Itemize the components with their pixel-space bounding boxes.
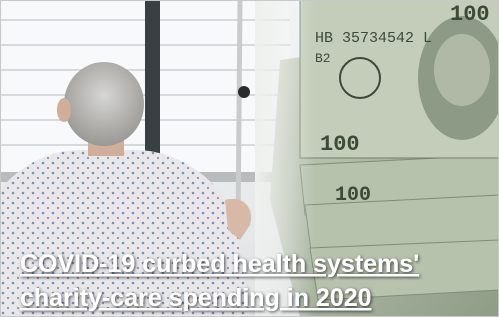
bill-denomination: 100 [320,132,360,157]
bill-serial: HB 35734542 L [315,30,432,47]
iv-clamp [238,86,250,98]
iv-pole [238,0,240,230]
page: HB 35734542 L B2 100 100 100 COVID-19 cu… [0,0,499,317]
bill-denomination: 100 [335,184,371,207]
bill-denomination: 100 [450,2,490,27]
ear [57,98,71,122]
banknotes [300,155,499,300]
portrait-face [434,34,490,106]
hero-image: HB 35734542 L B2 100 100 100 COVID-19 cu… [0,0,499,317]
headline-line: COVID-19 curbed health systems' [20,250,419,278]
head [64,62,144,146]
bill-series: B2 [315,51,331,66]
window-frame [145,0,160,165]
headline-line: charity-care spending in 2020 [20,284,372,312]
